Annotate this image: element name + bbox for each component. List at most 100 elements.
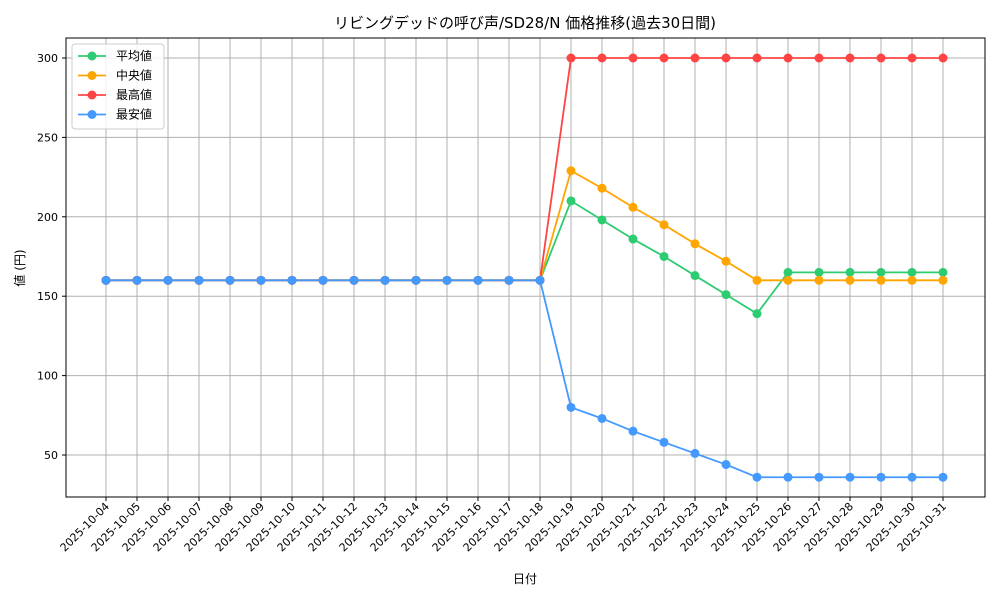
y-axis-label: 値 (円)	[12, 249, 27, 286]
plot-frame	[65, 37, 986, 498]
data-point	[225, 275, 235, 285]
data-point	[318, 275, 328, 285]
series-line	[106, 57, 943, 282]
grid	[66, 38, 985, 497]
y-tick-label: 100	[37, 370, 58, 383]
legend-box	[71, 43, 165, 130]
series-1	[101, 166, 948, 285]
data-point	[659, 220, 669, 230]
data-point	[628, 426, 638, 436]
data-point	[876, 53, 886, 63]
data-point	[597, 413, 607, 423]
data-point	[845, 53, 855, 63]
data-point	[907, 267, 917, 277]
legend-label: 最高値	[116, 87, 152, 102]
data-point	[597, 215, 607, 225]
legend-label: 中央値	[116, 68, 152, 83]
data-point	[845, 275, 855, 285]
data-point	[814, 472, 824, 482]
data-point	[380, 275, 390, 285]
legend-marker	[87, 110, 97, 119]
y-axis: 50 100 150 200 250 300	[37, 52, 66, 462]
data-point	[721, 53, 731, 63]
data-point	[938, 472, 948, 482]
y-tick-label: 200	[37, 211, 58, 224]
data-point	[411, 275, 421, 285]
data-point	[566, 402, 576, 412]
data-point	[907, 53, 917, 63]
data-point	[690, 239, 700, 249]
data-point	[845, 267, 855, 277]
series-line	[106, 199, 943, 315]
y-tick-label: 250	[37, 131, 58, 144]
series-2	[101, 53, 948, 285]
data-point	[690, 53, 700, 63]
data-point	[256, 275, 266, 285]
data-point	[876, 472, 886, 482]
data-point	[876, 275, 886, 285]
data-point	[938, 275, 948, 285]
data-point	[721, 290, 731, 300]
data-point	[628, 202, 638, 212]
data-point	[907, 275, 917, 285]
data-point	[659, 252, 669, 261]
data-point	[659, 53, 669, 63]
data-point	[721, 256, 731, 266]
data-point	[783, 275, 793, 285]
series-3	[101, 275, 948, 482]
data-point	[721, 460, 731, 470]
legend-label: 最安値	[116, 107, 152, 122]
data-point	[783, 472, 793, 482]
x-axis-label: 日付	[513, 572, 537, 586]
series-0	[101, 196, 948, 319]
data-point	[132, 275, 142, 285]
data-point	[752, 53, 762, 63]
series-group	[101, 53, 948, 482]
data-point	[690, 271, 700, 281]
data-point	[101, 275, 111, 285]
data-point	[845, 472, 855, 482]
data-point	[752, 472, 762, 482]
data-point	[628, 53, 638, 63]
legend-marker	[87, 90, 97, 100]
legend-marker	[87, 51, 97, 61]
data-point	[194, 275, 204, 285]
data-point	[938, 53, 948, 63]
y-tick-label: 300	[37, 52, 58, 65]
data-point	[783, 53, 793, 63]
data-point	[597, 183, 607, 193]
data-point	[907, 472, 917, 482]
data-point	[287, 275, 297, 285]
data-point	[442, 275, 452, 285]
series-line	[106, 279, 943, 479]
data-point	[876, 267, 886, 277]
data-point	[163, 275, 173, 285]
data-point	[535, 275, 545, 285]
data-point	[783, 267, 793, 277]
legend-label: 平均値	[116, 48, 152, 63]
data-point	[752, 275, 762, 285]
data-point	[659, 437, 669, 447]
data-point	[814, 275, 824, 285]
y-tick-label: 50	[44, 449, 58, 462]
data-point	[566, 196, 576, 206]
data-point	[814, 267, 824, 277]
legend-marker	[87, 71, 97, 80]
data-point	[566, 53, 576, 63]
data-point	[566, 166, 576, 176]
data-point	[504, 275, 514, 285]
data-point	[690, 448, 700, 458]
x-axis: 2025-10-042025-10-052025-10-062025-10-07…	[58, 497, 949, 554]
data-point	[628, 234, 638, 244]
data-point	[473, 275, 483, 285]
chart-title: リビングデッドの呼び声/SD28/N 価格推移(過去30日間)	[334, 14, 716, 32]
data-point	[814, 53, 824, 63]
data-point	[938, 267, 948, 277]
series-line	[106, 169, 943, 282]
y-tick-label: 150	[37, 290, 58, 303]
data-point	[597, 53, 607, 63]
data-point	[752, 309, 762, 319]
data-point	[349, 275, 359, 285]
